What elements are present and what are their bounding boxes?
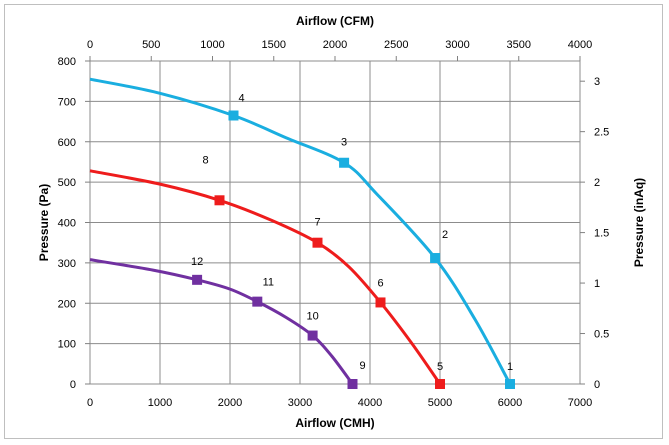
x-tick-label-bottom: 2000 [218, 397, 242, 409]
data-marker [312, 237, 323, 248]
x-tick-label-top: 1000 [200, 39, 224, 51]
data-marker [347, 379, 358, 389]
y-tick-label-left: 400 [58, 218, 76, 230]
chart-frame [4, 4, 663, 439]
y-tick-label-left: 500 [58, 177, 76, 189]
x-tick-label-bottom: 5000 [428, 397, 452, 409]
x-tick-label-top: 500 [142, 39, 160, 51]
point-label: 7 [314, 217, 320, 229]
data-marker [192, 274, 203, 285]
ticks: 0 1000 2000 3000 4000 5000 6000 700001002003004… [58, 39, 610, 409]
point-label: 3 [341, 137, 347, 149]
point-label: 8 [202, 154, 208, 166]
point-label: 9 [359, 360, 365, 372]
y-tick-label-left: 0 [70, 379, 76, 391]
grid [89, 60, 581, 385]
x-tick-label-bottom: 3000 [288, 397, 312, 409]
point-label: 1 [507, 361, 513, 373]
point-label: 6 [377, 277, 383, 289]
data-marker [307, 330, 318, 341]
y-tick-label-right: 0.5 [594, 329, 609, 341]
data-marker [339, 157, 350, 168]
data-marker [505, 379, 515, 389]
x-tick-label-top: 3000 [445, 39, 469, 51]
point-label: 12 [191, 256, 203, 268]
y-tick-label-right: 2 [594, 177, 600, 189]
point-label: 11 [263, 277, 274, 289]
point-label: 2 [442, 229, 448, 241]
x-tick-label-bottom: 6000 [498, 397, 522, 409]
x-tick-label-top: 0 [87, 39, 93, 51]
data-marker [375, 297, 386, 308]
x-tick-label-bottom: 0 [87, 397, 93, 409]
data-marker [214, 195, 225, 206]
y-tick-label-right: 1.5 [594, 228, 609, 240]
y-tick-label-left: 700 [58, 96, 76, 108]
data-marker [430, 253, 441, 264]
data-marker [252, 296, 263, 307]
y-tick-label-right: 2.5 [594, 127, 609, 139]
x-tick-label-top: 2500 [384, 39, 408, 51]
data-marker [228, 110, 239, 121]
data-marker [435, 379, 445, 389]
x-tick-label-top: 2000 [323, 39, 347, 51]
point-label: 10 [306, 311, 318, 323]
y-tick-label-right: 0 [594, 379, 600, 391]
x-tick-label-bottom: 4000 [358, 397, 382, 409]
y-tick-label-left: 600 [58, 137, 76, 149]
x-tick-label-bottom: 1000 [148, 397, 172, 409]
x-tick-label-top: 3500 [507, 39, 531, 51]
x-axis-title-top: Airflow (CFM) [296, 14, 374, 28]
x-axis-title-bottom: Airflow (CMH) [295, 416, 374, 430]
y-tick-label-left: 200 [58, 298, 76, 310]
y-tick-label-left: 300 [58, 258, 76, 270]
y-tick-label-right: 1 [594, 278, 600, 290]
y-axis-title-left: Pressure (Pa) [37, 184, 51, 261]
point-label: 4 [238, 93, 244, 105]
y-tick-label-left: 100 [58, 339, 76, 351]
y-tick-label-left: 800 [58, 56, 76, 68]
y-axis-title-right: Pressure (inAq) [632, 178, 646, 267]
x-tick-label-bottom: 7000 [568, 397, 592, 409]
x-tick-label-top: 1500 [262, 39, 286, 51]
x-tick-label-top: 4000 [568, 39, 592, 51]
point-label: 5 [437, 361, 443, 373]
y-tick-label-right: 3 [594, 76, 600, 88]
